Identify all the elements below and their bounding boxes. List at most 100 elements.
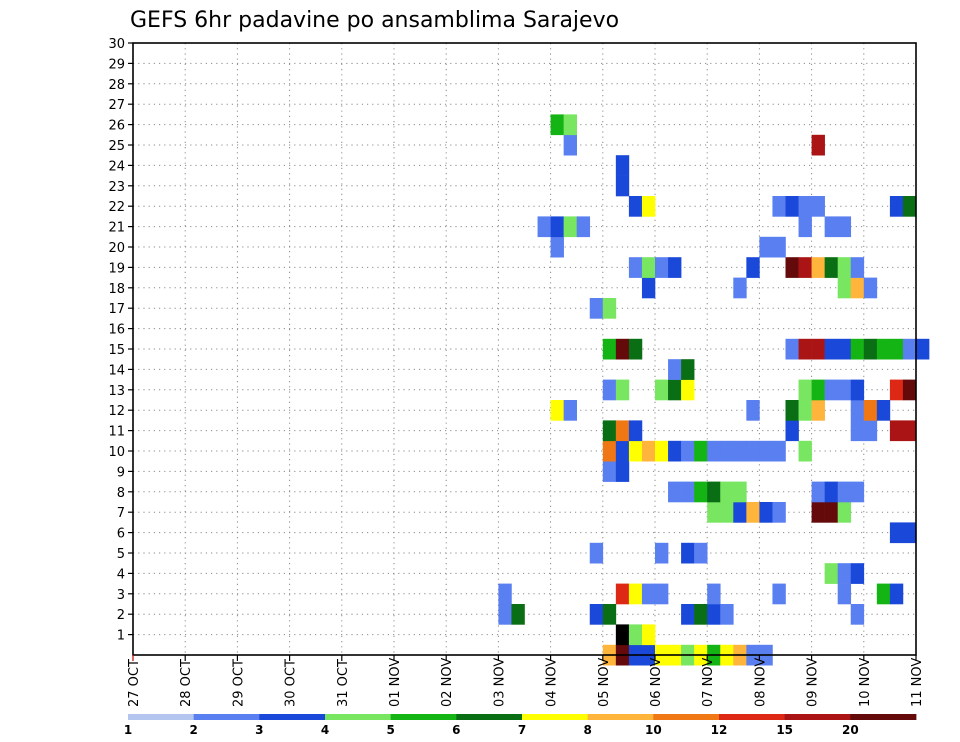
x-tick-label: 02 NOV: [440, 658, 455, 707]
heatmap-cell: [563, 216, 577, 238]
heatmap-cell: [550, 114, 564, 136]
heatmap-cell: [550, 400, 564, 421]
heatmap-cell: [798, 400, 812, 421]
y-tick-label: 7: [117, 506, 125, 521]
heatmap-cell: [824, 216, 838, 238]
colorbar-label: 1: [124, 723, 132, 737]
colorbar-label: 4: [321, 723, 329, 737]
x-tick-label: 01 NOV: [388, 658, 403, 707]
grid-lines: [133, 43, 916, 655]
heatmap-cell: [798, 216, 812, 238]
colorbar-swatch: [850, 714, 917, 720]
colorbar-swatch: [719, 714, 786, 720]
colorbar-label: 15: [776, 723, 793, 737]
y-tick-label: 22: [108, 200, 125, 215]
heatmap-cell: [641, 440, 656, 462]
heatmap-cell: [498, 583, 512, 605]
heatmap-cell: [628, 624, 643, 646]
y-tick-label: 8: [117, 486, 125, 501]
heatmap-cell: [798, 257, 812, 278]
heatmap-cell: [589, 604, 604, 625]
heatmap-cell: [837, 257, 852, 278]
colorbar-swatch: [259, 714, 326, 720]
heatmap-cell: [811, 134, 825, 156]
heatmap-cell: [785, 196, 799, 217]
heatmap-cell: [850, 379, 865, 401]
heatmap-cell: [694, 481, 708, 503]
heatmap-cell: [824, 563, 838, 584]
heatmap-cell: [798, 338, 812, 360]
y-tick-label: 6: [117, 527, 125, 542]
colorbar-label: 12: [711, 723, 728, 737]
heatmap-cell: [850, 563, 865, 584]
heatmap-cell: [785, 257, 799, 278]
heatmap-cell: [811, 481, 825, 503]
heatmap-cell: [720, 440, 734, 462]
y-tick-label: 13: [108, 384, 125, 399]
y-tick-label: 1: [117, 629, 125, 644]
heatmap-cell: [772, 440, 786, 462]
heatmap-cell: [798, 196, 812, 217]
heatmap-cell: [655, 440, 669, 462]
heatmap-cell: [785, 420, 799, 442]
colorbar-swatch: [456, 714, 523, 720]
y-tick-label: 24: [108, 159, 125, 174]
heatmap-cell: [733, 502, 747, 523]
heatmap-cell: [759, 440, 773, 462]
heatmap-cell: [811, 338, 825, 360]
heatmap-cell: [889, 196, 904, 217]
heatmap-cell: [811, 196, 825, 217]
heatmap-cell: [876, 338, 891, 360]
heatmap-cell: [707, 604, 721, 625]
colorbar-swatch: [522, 714, 589, 720]
y-tick-label: 9: [117, 465, 125, 480]
heatmap-cell: [824, 338, 838, 360]
x-tick-label: 10 NOV: [858, 658, 873, 707]
heatmap-cell: [837, 277, 852, 299]
heatmap-cell: [615, 461, 630, 482]
heatmap-cell: [681, 481, 695, 503]
heatmap-cell: [641, 624, 656, 646]
heatmap-cell: [850, 604, 865, 625]
heatmap-cell: [902, 522, 917, 544]
heatmap-cell: [837, 338, 852, 360]
colorbar-swatch: [325, 714, 392, 720]
x-tick-label: 03 NOV: [492, 658, 507, 707]
heatmap-cell: [720, 481, 734, 503]
heatmap-cell: [837, 481, 852, 503]
heatmap-cell: [837, 216, 852, 238]
heatmap-cell: [641, 277, 656, 299]
y-axis-ticks: 1234567891011121314151617181920212223242…: [108, 37, 133, 644]
heatmap-cell: [902, 379, 917, 401]
heatmap-cell: [576, 216, 591, 238]
heatmap-cell: [850, 420, 865, 442]
heatmap-cell: [655, 257, 669, 278]
y-tick-label: 4: [117, 567, 125, 582]
heatmap-cell: [681, 440, 695, 462]
colorbar-swatch: [587, 714, 654, 720]
heatmap-cell: [628, 338, 643, 360]
heatmap-cell: [824, 257, 838, 278]
heatmap-cell: [563, 400, 577, 421]
heatmap-cell: [746, 440, 760, 462]
y-tick-label: 16: [108, 323, 125, 338]
colorbar: 1 2 3 4 5 6 7 8 10 12 15 20: [124, 714, 917, 737]
colorbar-label: 6: [452, 723, 460, 737]
heatmap-cell: [563, 114, 577, 136]
heatmap-cell: [628, 420, 643, 442]
heatmap-cell: [707, 583, 721, 605]
heatmap-cell: [746, 257, 760, 278]
heatmap-cell: [772, 236, 786, 258]
heatmap-cell: [628, 583, 643, 605]
heatmap-cell: [824, 502, 838, 523]
x-tick-label: 27 OCT: [127, 659, 142, 707]
heatmap-cell: [668, 359, 682, 380]
heatmap-cell: [655, 542, 669, 564]
colorbar-swatch: [653, 714, 720, 720]
heatmap-cell: [759, 236, 773, 258]
x-tick-label: 11 NOV: [910, 658, 925, 707]
heatmap-cell: [668, 257, 682, 278]
heatmap-cell: [837, 502, 852, 523]
heatmap-cell: [681, 542, 695, 564]
y-tick-label: 17: [108, 302, 125, 317]
